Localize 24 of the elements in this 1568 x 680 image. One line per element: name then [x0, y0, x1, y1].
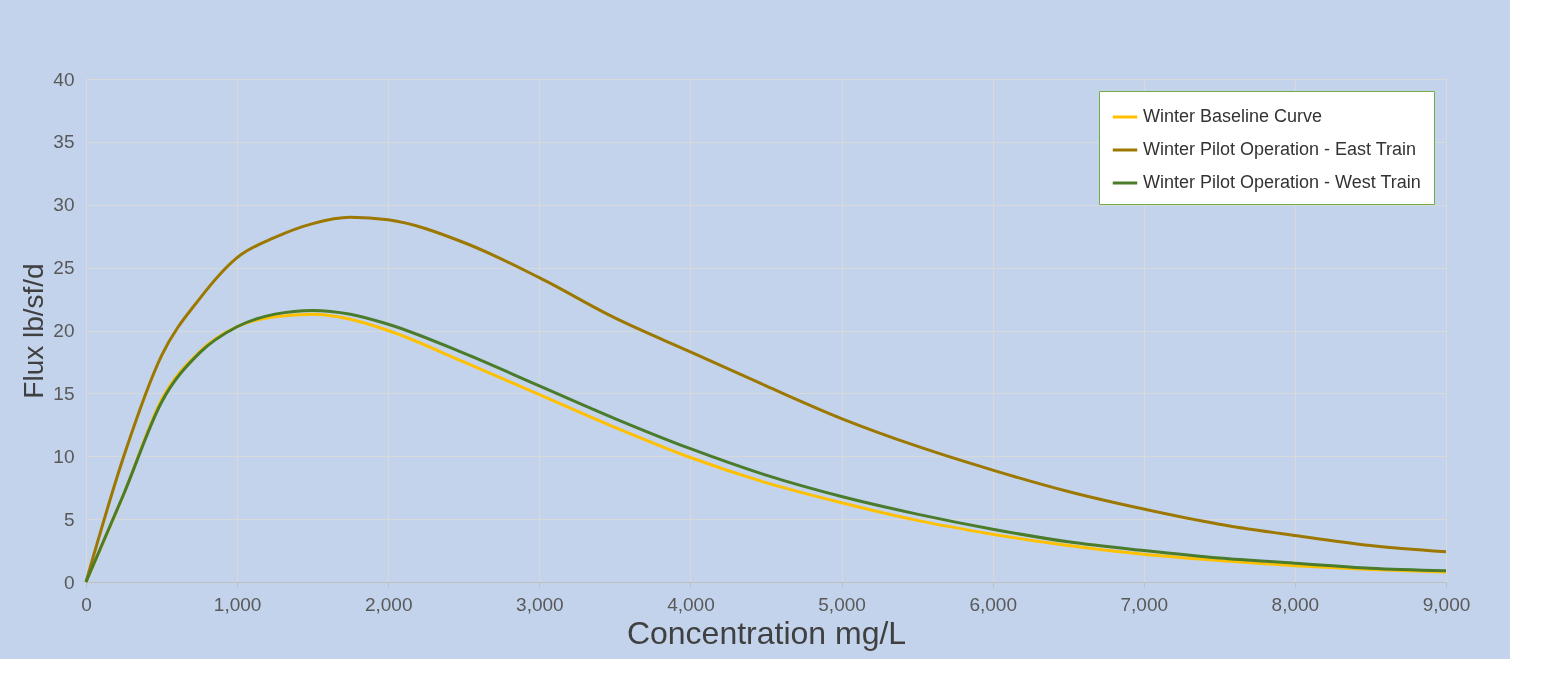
x-axis-title: Concentration mg/L	[626, 614, 907, 651]
y-tick-label: 10	[53, 445, 75, 467]
x-tick-label: 5,000	[818, 593, 866, 615]
y-tick-label: 20	[53, 320, 75, 341]
x-tick-label: 4,000	[667, 593, 715, 615]
x-tick-label: 6,000	[969, 593, 1017, 615]
y-axis-title: Flux lb/sf/d	[18, 263, 50, 399]
legend-label: Winter Baseline Curve	[1143, 106, 1323, 126]
y-tick-label: 5	[63, 508, 75, 530]
x-tick-label: 2,000	[364, 593, 413, 615]
y-tick-label: 0	[63, 571, 75, 593]
y-tick-label: 25	[53, 257, 75, 279]
x-tick-label: 8,000	[1271, 593, 1320, 615]
x-tick-label: 3,000	[516, 593, 564, 615]
y-tick-label: 15	[53, 382, 75, 404]
legend-label: Winter Pilot Operation - West Train	[1143, 172, 1421, 192]
y-tick-label: 30	[53, 194, 75, 216]
y-tick-label: 35	[53, 131, 75, 153]
x-tick-label: 1,000	[213, 593, 262, 615]
x-tick-label: 9,000	[1422, 593, 1471, 615]
x-tick-label: 0	[81, 593, 92, 615]
y-tick-label: 40	[53, 68, 75, 90]
x-tick-label: 7,000	[1120, 593, 1169, 615]
legend-label: Winter Pilot Operation - East Train	[1143, 139, 1417, 159]
